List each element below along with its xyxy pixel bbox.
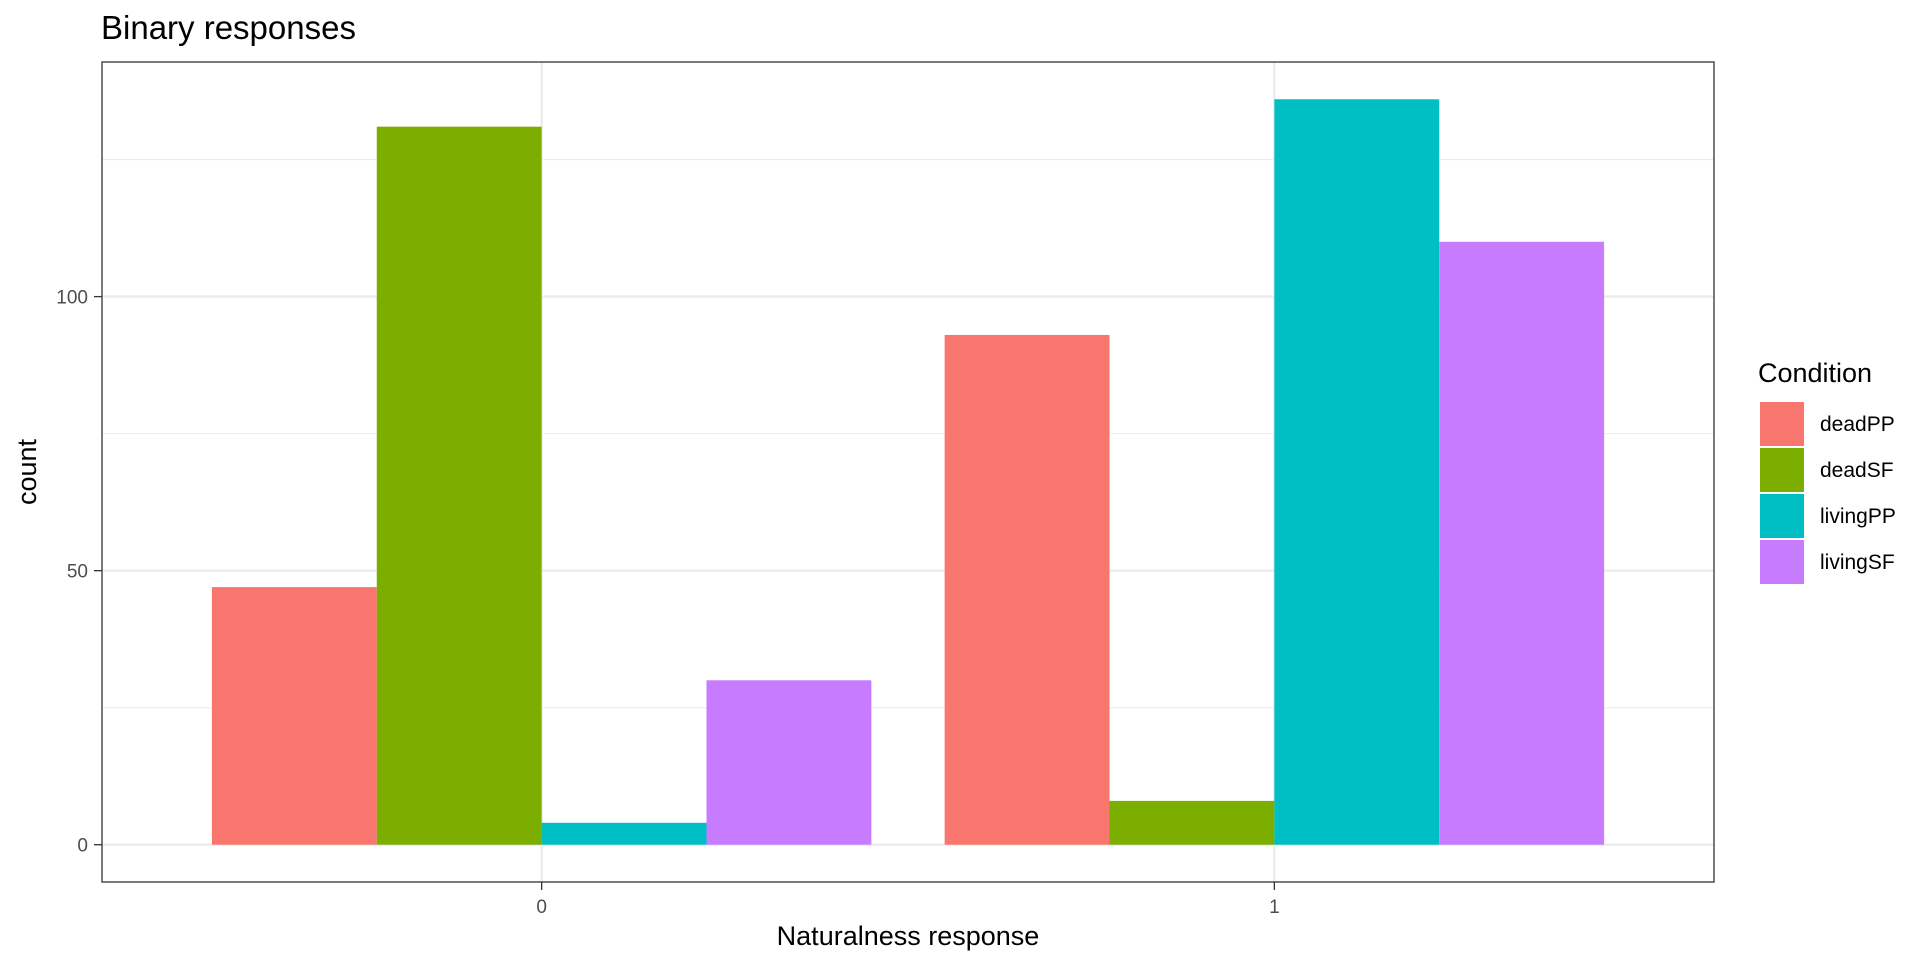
x-tick-label: 0: [536, 897, 547, 918]
bar-livingSF-0: [706, 680, 872, 845]
y-axis-title: count: [12, 438, 42, 505]
legend-key-livingSF: [1760, 540, 1804, 584]
legend: Condition deadPP deadSF livingPP livingSF: [1758, 358, 1896, 584]
bar-deadSF-0: [376, 126, 542, 845]
x-tick-label: 1: [1269, 897, 1280, 918]
legend-key-livingPP: [1760, 494, 1804, 538]
x-axis-title: Naturalness response: [777, 921, 1040, 951]
y-tick-label: 0: [77, 836, 88, 857]
plot-panel: [101, 61, 1715, 883]
bar-livingPP-0: [541, 822, 707, 845]
bar-livingPP-1: [1274, 99, 1440, 845]
y-tick-label: 100: [56, 288, 88, 309]
legend-label-deadSF: deadSF: [1820, 459, 1894, 482]
legend-label-livingSF: livingSF: [1820, 551, 1895, 574]
legend-label-livingPP: livingPP: [1820, 505, 1896, 528]
legend-key-deadSF: [1760, 448, 1804, 492]
bar-deadPP-0: [211, 587, 377, 845]
legend-label-deadPP: deadPP: [1820, 413, 1895, 436]
legend-items: deadPP deadSF livingPP livingSF: [1760, 402, 1896, 584]
y-axis: 0 50 100: [56, 288, 102, 857]
bar-livingSF-1: [1439, 241, 1605, 845]
bars: [211, 99, 1605, 845]
chart-title: Binary responses: [101, 9, 356, 46]
bar-deadSF-1: [1109, 800, 1275, 845]
y-tick-label: 50: [67, 562, 88, 583]
legend-key-deadPP: [1760, 402, 1804, 446]
bar-deadPP-1: [944, 334, 1110, 845]
legend-title: Condition: [1758, 358, 1872, 388]
plot-border: [101, 61, 1715, 883]
